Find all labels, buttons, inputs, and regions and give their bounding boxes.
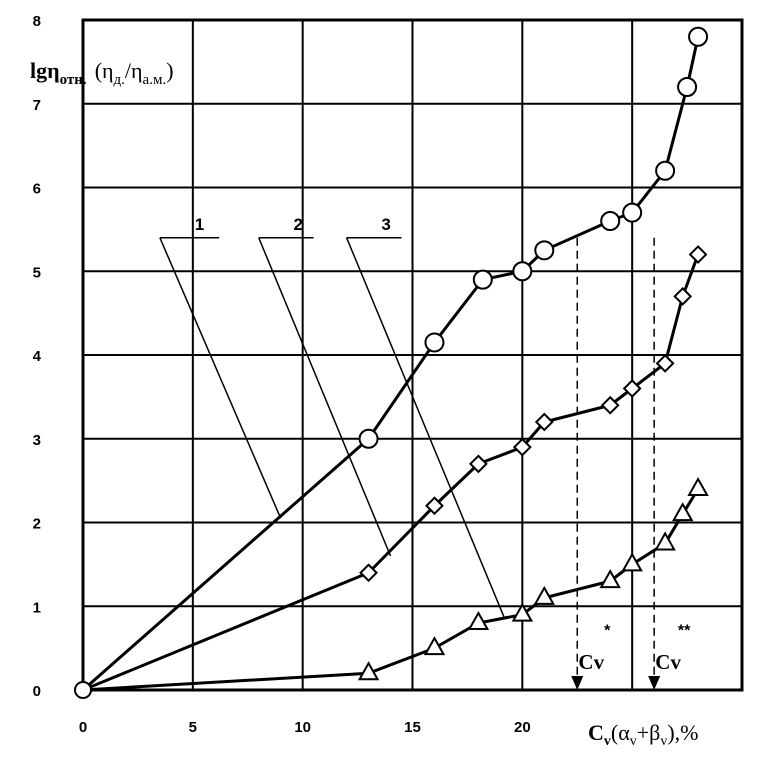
point-circle [677,77,698,97]
point-circle [472,269,493,290]
series-line-1 [82,36,700,692]
point-diamond [673,286,693,306]
point-circle [688,26,709,47]
y-tick-label: 8 [33,13,41,30]
x-tick-label: 15 [404,719,421,736]
y-tick-label: 6 [33,181,41,198]
point-triangle [357,661,380,681]
point-triangle [671,502,694,522]
point-circle [512,261,533,282]
point-triangle [599,569,621,589]
point-triangle [687,476,709,496]
point-circle [424,332,445,353]
point-diamond [534,412,554,432]
x-tick-label: 10 [294,719,311,736]
y-tick-label: 7 [33,97,41,114]
point-diamond [655,353,675,373]
callout-label: 3 [381,215,390,234]
series-line-3 [82,488,700,692]
grid [83,20,742,690]
point-triangle [511,602,534,622]
y-tick-label: 5 [33,264,41,281]
cv-label: Cv [655,650,681,674]
y-tick-label: 4 [33,348,42,365]
point-diamond [468,454,488,474]
cv-arrowhead [648,676,661,690]
origin-point [74,681,92,699]
point-circle [600,211,621,231]
point-triangle [654,531,676,551]
callout-lines: 1 2 3 [159,215,506,620]
y-tick-label: 3 [33,432,41,449]
x-tick-label: 5 [189,719,197,736]
x-tick-label: 0 [79,719,87,736]
callout-leader [159,237,282,519]
point-diamond [688,245,708,264]
series-group [74,26,709,699]
cv-star: ** [678,623,691,640]
y-axis-label: lgηотн. (ηд./ηа.м.) [30,58,174,88]
tick-labels: 0 5 10 15 20 0 1 2 3 4 5 6 7 8 [33,13,531,736]
plot-frame [81,18,744,692]
point-circle [655,160,676,181]
point-diamond [512,437,532,457]
point-triangle [467,610,490,630]
point-circle [534,240,555,261]
callout-label: 1 [195,215,204,234]
callout-leader [258,237,392,557]
callout-leader [345,237,506,620]
y-tick-label: 0 [33,683,41,700]
x-axis-label: Cv(αv+βv),% [588,720,699,749]
point-circle [622,202,643,223]
axes [81,18,744,692]
point-diamond [600,395,620,415]
point-triangle [423,636,446,656]
y-tick-label: 2 [33,516,41,533]
point-triangle [533,585,556,605]
point-diamond [622,379,642,398]
x-tick-label: 20 [514,719,531,736]
point-diamond [359,563,378,583]
point-triangle [621,552,643,572]
cv-star: * [604,623,611,640]
point-diamond [425,496,444,516]
cv-markers: Cv*Cv** [571,237,691,690]
cv-label: Cv [578,650,604,674]
cv-arrowhead [571,676,584,690]
y-tick-label: 1 [33,599,41,616]
callout-label: 2 [294,215,303,234]
point-circle [358,428,379,449]
